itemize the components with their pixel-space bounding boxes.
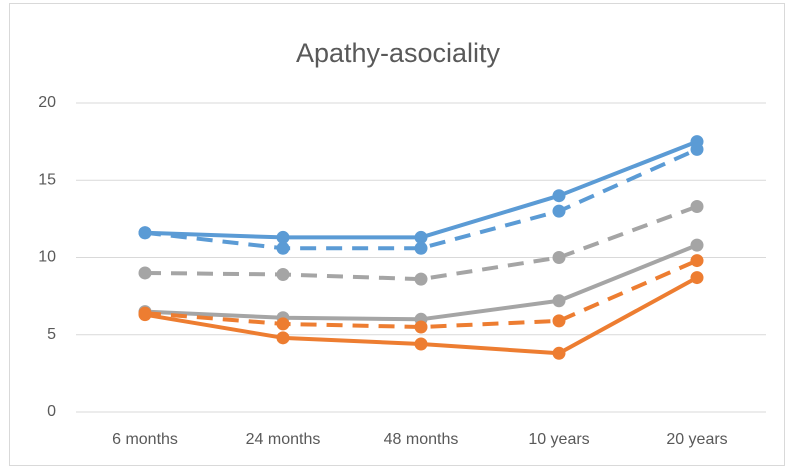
- point: [414, 241, 428, 255]
- point: [552, 204, 566, 218]
- point: [690, 271, 704, 285]
- y-tick-label: 0: [47, 403, 56, 420]
- point: [138, 226, 152, 240]
- x-tick-label: 24 months: [246, 431, 321, 448]
- point: [552, 189, 566, 203]
- point: [690, 142, 704, 156]
- series-line: [144, 147, 698, 251]
- point: [690, 254, 704, 268]
- point: [414, 337, 428, 351]
- x-tick-label: 6 months: [112, 431, 178, 448]
- series-line: [144, 258, 698, 330]
- point: [276, 267, 290, 281]
- series-line: [144, 204, 698, 282]
- point: [552, 346, 566, 360]
- point: [414, 230, 428, 244]
- x-tick-label: 10 years: [528, 431, 589, 448]
- point: [552, 251, 566, 264]
- point: [138, 266, 152, 280]
- y-tick-label: 15: [38, 171, 56, 188]
- x-tick-label: 20 years: [666, 431, 727, 448]
- point: [690, 200, 704, 214]
- chart-frame: [9, 3, 785, 466]
- x-tick-label: 48 months: [384, 431, 459, 448]
- point: [276, 230, 290, 244]
- y-tick-label: 10: [38, 249, 56, 266]
- y-tick-label: 5: [47, 326, 56, 343]
- point: [414, 272, 428, 286]
- point: [414, 320, 428, 334]
- y-tick-label: 20: [38, 94, 56, 111]
- point: [138, 308, 152, 322]
- point: [552, 314, 566, 328]
- point: [276, 317, 290, 331]
- point: [276, 331, 290, 345]
- point: [276, 241, 290, 255]
- point: [690, 238, 704, 252]
- point: [552, 294, 566, 308]
- chart-title: Apathy-asociality: [296, 38, 501, 68]
